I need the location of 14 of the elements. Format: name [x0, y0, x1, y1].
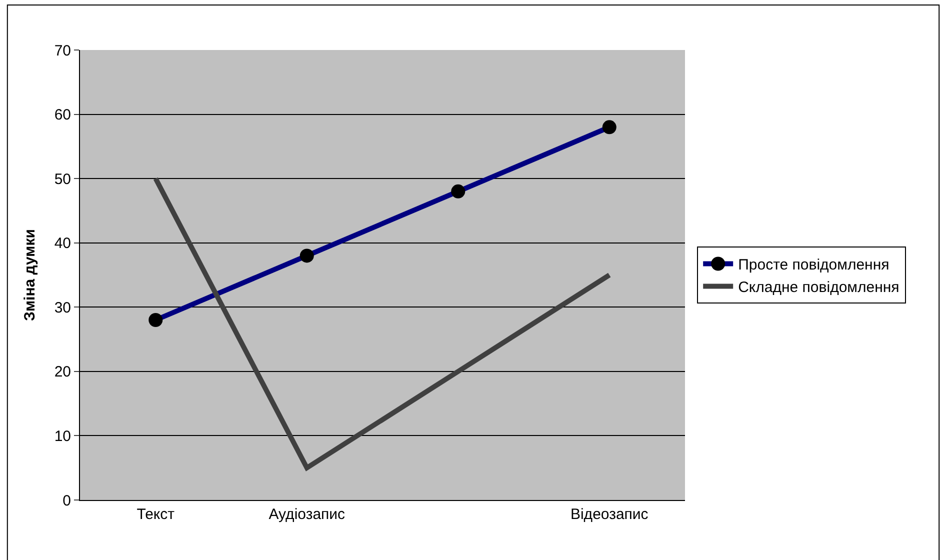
y-tick-label: 10 — [54, 428, 71, 445]
y-tick-label: 20 — [54, 364, 71, 381]
x-tick-label: Аудіозапис — [268, 506, 346, 523]
y-tick-label: 70 — [54, 42, 71, 60]
y-tick-label: 30 — [54, 299, 71, 316]
legend-label: Складне повідомлення — [738, 279, 900, 296]
y-tick-label: 50 — [54, 170, 71, 188]
legend-label: Просте повідомлення — [738, 256, 890, 274]
y-axis-title: Зміна думки — [22, 229, 39, 321]
x-tick-label: Відеозапис — [570, 506, 649, 523]
x-tick-label: Текст — [136, 506, 175, 523]
y-tick-label: 60 — [54, 106, 71, 124]
y-tick-label: 40 — [54, 235, 71, 252]
y-tick-label: 0 — [62, 492, 71, 510]
